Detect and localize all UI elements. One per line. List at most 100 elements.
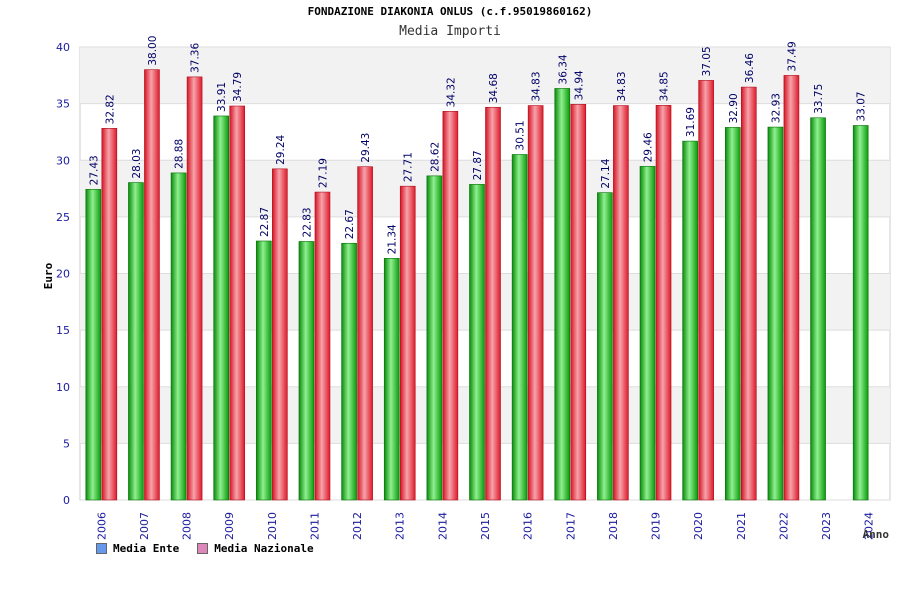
bar-ente (341, 242, 357, 501)
bars: 27.43 32.82 28.03 38.00 28.88 37.36 33.91 34.79… (85, 36, 869, 501)
y-tick-label: 5 (63, 437, 70, 450)
data-label: 28.88 (174, 139, 186, 169)
bar-nazionale (314, 191, 331, 501)
y-tick-label: 10 (56, 381, 70, 394)
chart-subtitle: Media Importi (399, 24, 501, 39)
data-label: 34.79 (232, 72, 244, 102)
bar-ente (639, 166, 656, 501)
bar-nazionale (186, 76, 203, 501)
bar-ente (469, 184, 485, 501)
data-label: 34.32 (445, 77, 457, 107)
data-label: 34.68 (488, 73, 500, 103)
x-tick-label: 2020 (692, 512, 705, 540)
bar-nazionale (442, 111, 459, 501)
data-label: 27.71 (403, 152, 415, 182)
x-tick-label: 2009 (223, 512, 236, 540)
y-tick-label: 15 (56, 324, 70, 337)
bar-ente (724, 127, 741, 501)
data-label: 29.46 (643, 132, 655, 162)
data-label: 22.83 (301, 207, 313, 237)
bar-ente (85, 189, 102, 501)
x-tick-label: 2021 (735, 512, 748, 540)
x-tick-label: 2006 (95, 512, 108, 540)
bar-nazionale (229, 105, 246, 501)
bar-nazionale (570, 104, 587, 501)
bar-ente (852, 125, 869, 501)
legend-swatch-ente (96, 543, 107, 554)
data-label: 37.05 (701, 46, 713, 76)
x-axis-label: Anno (863, 528, 890, 541)
bar-ente (597, 192, 613, 501)
bar-nazionale (783, 75, 800, 501)
data-label: 27.19 (317, 158, 329, 188)
bar-ente (256, 240, 272, 501)
data-label: 30.51 (515, 120, 527, 150)
bar-ente (810, 117, 826, 501)
data-label: 27.14 (600, 158, 612, 188)
x-tick-label: 2015 (479, 512, 492, 540)
y-tick-label: 20 (56, 268, 70, 281)
bar-ente (767, 126, 784, 501)
y-tick-label: 0 (63, 494, 70, 507)
x-tick-label: 2023 (820, 512, 833, 540)
legend-label-ente: Media Ente (113, 542, 180, 555)
bar-ente (383, 258, 400, 501)
y-tick-label: 25 (56, 211, 70, 224)
x-tick-label: 2018 (607, 512, 620, 540)
x-tick-label: 2022 (777, 512, 790, 540)
bar-ente (682, 140, 698, 501)
y-axis-ticks: 0 5 10 15 20 25 30 35 40 (56, 41, 70, 507)
y-axis-label: Euro (42, 262, 55, 289)
bar-nazionale (527, 105, 544, 501)
data-label: 36.34 (557, 54, 569, 84)
x-tick-label: 2013 (394, 512, 407, 540)
x-tick-label: 2024 (863, 512, 876, 540)
x-axis-ticks: 2006 2007 2008 2009 2010 2011 2012 2013 2014 2015… (95, 512, 875, 540)
x-tick-label: 2016 (522, 512, 535, 540)
data-label: 32.93 (770, 93, 782, 123)
x-tick-label: 2007 (138, 512, 151, 540)
bar-nazionale (357, 166, 373, 501)
data-label: 28.03 (131, 148, 143, 178)
data-label: 37.36 (190, 43, 202, 73)
y-tick-label: 30 (56, 154, 70, 167)
legend: Media Ente Media Nazionale (96, 542, 314, 555)
data-label: 29.24 (275, 134, 287, 164)
x-tick-label: 2014 (436, 512, 449, 540)
bar-nazionale (144, 69, 160, 501)
data-label: 22.67 (344, 209, 356, 239)
bar-nazionale (655, 105, 672, 501)
bar-ente (554, 88, 571, 501)
x-tick-label: 2017 (564, 512, 577, 540)
x-tick-label: 2010 (266, 512, 279, 540)
data-label: 32.90 (728, 93, 740, 123)
chart-title: FONDAZIONE DIAKONIA ONLUS (c.f.950198601… (307, 5, 593, 18)
bar-ente (170, 172, 187, 501)
bar-nazionale (101, 128, 118, 501)
x-tick-label: 2011 (308, 512, 321, 540)
x-tick-label: 2012 (351, 512, 364, 540)
data-label: 34.94 (573, 70, 585, 100)
bar-ente (128, 182, 144, 501)
data-label: 33.75 (813, 84, 825, 114)
data-label: 38.00 (147, 36, 159, 66)
bar-nazionale (399, 185, 416, 501)
bar-nazionale (613, 105, 629, 501)
data-label: 22.87 (259, 207, 271, 237)
data-label: 37.49 (786, 41, 798, 71)
bar-ente (511, 154, 528, 501)
bar-nazionale (272, 168, 288, 501)
data-label: 27.87 (472, 150, 484, 180)
bar-ente (298, 241, 315, 501)
data-label: 34.83 (531, 71, 543, 101)
data-label: 32.82 (104, 94, 116, 124)
x-tick-label: 2019 (650, 512, 663, 540)
bar-nazionale (485, 106, 501, 501)
legend-label-nazionale: Media Nazionale (214, 542, 314, 555)
x-tick-label: 2008 (181, 512, 194, 540)
legend-swatch-nazionale (197, 543, 209, 554)
data-label: 33.07 (856, 91, 868, 121)
y-tick-label: 35 (56, 98, 70, 111)
data-label: 29.43 (360, 133, 372, 163)
